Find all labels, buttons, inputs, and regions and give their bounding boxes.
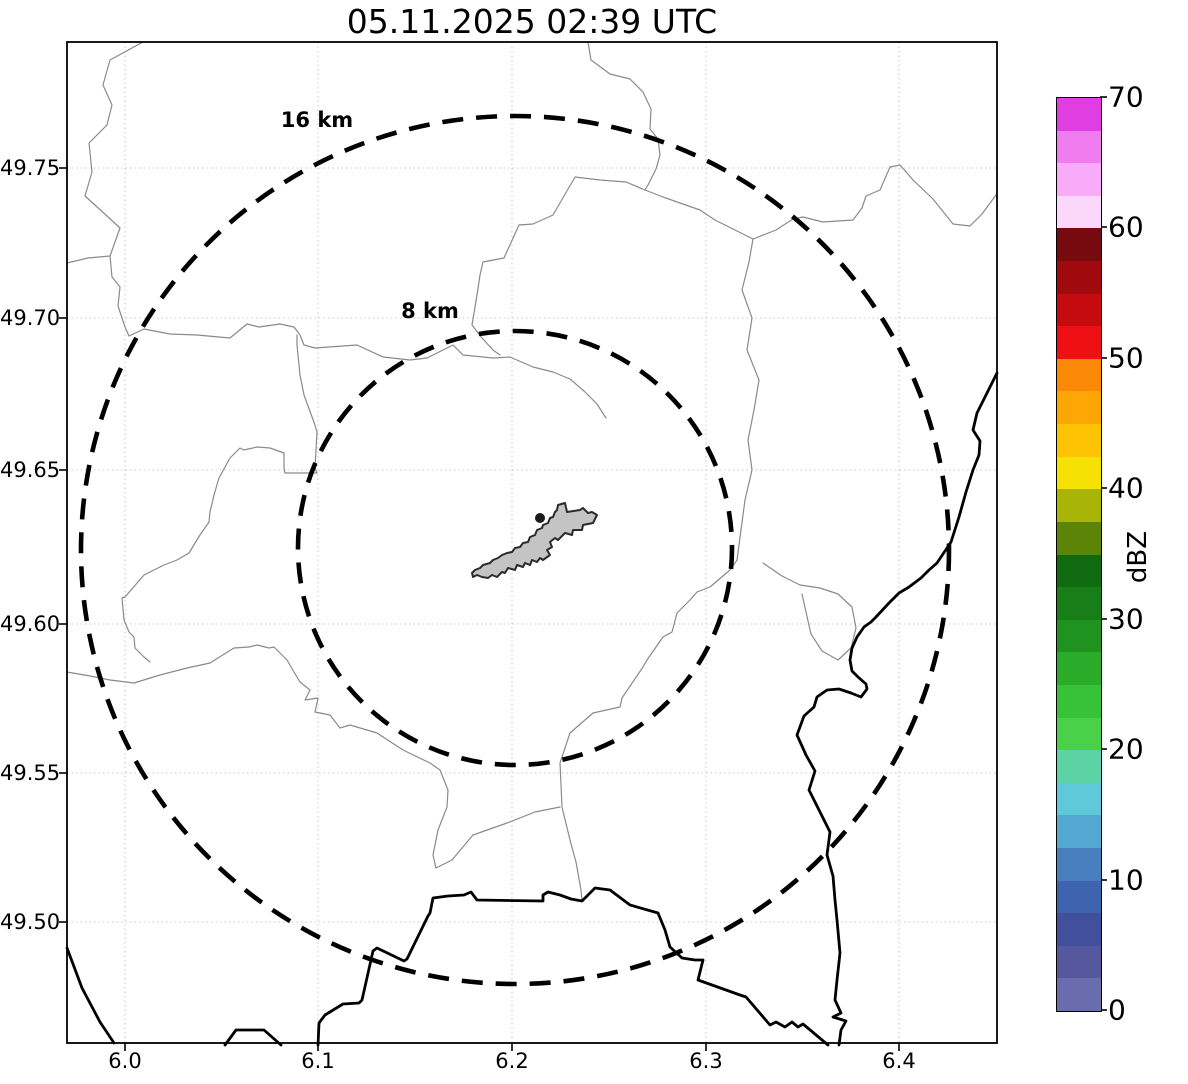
boundary-left-branch <box>66 255 111 264</box>
y-tick-label: 49.55 <box>0 761 61 785</box>
colorbar-swatch <box>1057 424 1101 457</box>
colorbar-tick-label: 10 <box>1108 863 1144 897</box>
axis-tick-marks <box>59 167 900 1051</box>
x-tick-label: 6.0 <box>108 1049 142 1073</box>
colorbar-swatch <box>1057 163 1101 196</box>
y-tick-label: 49.75 <box>0 156 61 180</box>
y-tick-label: 49.60 <box>0 612 61 636</box>
airport-polygon <box>471 502 598 579</box>
commune-boundary-lines <box>66 41 997 902</box>
border-bump-south <box>223 1028 283 1047</box>
range-ring-8km <box>295 328 735 768</box>
range-ring-16km <box>78 113 952 987</box>
colorbar-swatch <box>1057 880 1101 914</box>
boundary-east-west-river <box>518 164 997 240</box>
x-tick-label: 6.2 <box>495 1049 529 1073</box>
colorbar-swatch <box>1057 358 1101 392</box>
colorbar-swatch <box>1057 489 1101 522</box>
colorbar-swatch <box>1057 130 1101 164</box>
colorbar-tick-label: 50 <box>1108 341 1144 375</box>
boundary-north-branch <box>587 41 661 191</box>
colorbar-swatch <box>1057 978 1101 1012</box>
boundary-loop-southwest <box>121 334 318 663</box>
colorbar-tick-label: 30 <box>1108 602 1144 636</box>
radar-site-marker <box>535 513 545 523</box>
colorbar-tick-label: 20 <box>1108 732 1144 766</box>
colorbar-swatch <box>1057 587 1101 620</box>
boundary-east-hook <box>762 562 857 661</box>
border-moselle-east <box>795 371 999 1047</box>
colorbar-tick-label: 0 <box>1108 993 1126 1027</box>
colorbar-swatch <box>1057 326 1101 359</box>
colorbar-swatch <box>1057 554 1101 588</box>
colorbar-unit-label: dBZ <box>1123 530 1153 584</box>
colorbar-swatch <box>1057 782 1101 816</box>
boundary-west-river <box>128 323 607 419</box>
colorbar-swatch <box>1057 717 1101 751</box>
colorbar-swatch <box>1057 913 1101 946</box>
colorbar-swatch <box>1057 652 1101 685</box>
border-corner-southwest <box>65 946 116 1045</box>
x-tick-label: 6.4 <box>882 1049 916 1073</box>
boundary-left-meander <box>84 41 144 337</box>
x-tick-label: 6.3 <box>689 1049 723 1073</box>
colorbar-swatch <box>1057 228 1101 262</box>
y-tick-label: 49.50 <box>0 910 61 934</box>
range-ring-8km-label: 8 km <box>401 299 459 323</box>
country-border-lines <box>65 371 999 1047</box>
x-tick-label: 6.1 <box>301 1049 335 1073</box>
colorbar-swatches <box>1056 97 1102 1012</box>
colorbar-swatch <box>1057 391 1101 425</box>
gridlines <box>67 42 997 1043</box>
plot-frame <box>66 41 998 1044</box>
boundary-syre-river <box>559 238 760 902</box>
colorbar-swatch <box>1057 195 1101 229</box>
colorbar-swatch <box>1057 98 1101 131</box>
colorbar-swatch <box>1057 815 1101 849</box>
boundary-south-meander <box>66 644 561 869</box>
colorbar-swatch <box>1057 456 1101 490</box>
colorbar-swatch <box>1057 945 1101 979</box>
colorbar-swatch <box>1057 261 1101 294</box>
colorbar-swatch <box>1057 684 1101 718</box>
colorbar-swatch <box>1057 293 1101 327</box>
colorbar-swatch <box>1057 619 1101 653</box>
colorbar-swatch <box>1057 848 1101 881</box>
colorbar-tick-label: 70 <box>1108 80 1144 114</box>
boundary-center-descent <box>471 224 520 356</box>
y-tick-label: 49.70 <box>0 306 61 330</box>
plot-title: 05.11.2025 02:39 UTC <box>346 2 718 41</box>
range-ring-16km-label: 16 km <box>280 108 354 132</box>
colorbar-swatch <box>1057 750 1101 783</box>
colorbar-tick-label: 60 <box>1108 210 1144 244</box>
colorbar-tick-label: 40 <box>1108 471 1144 505</box>
range-rings <box>78 113 952 987</box>
y-tick-label: 49.65 <box>0 458 61 482</box>
colorbar-swatch <box>1057 521 1101 555</box>
border-france-south <box>316 886 830 1047</box>
